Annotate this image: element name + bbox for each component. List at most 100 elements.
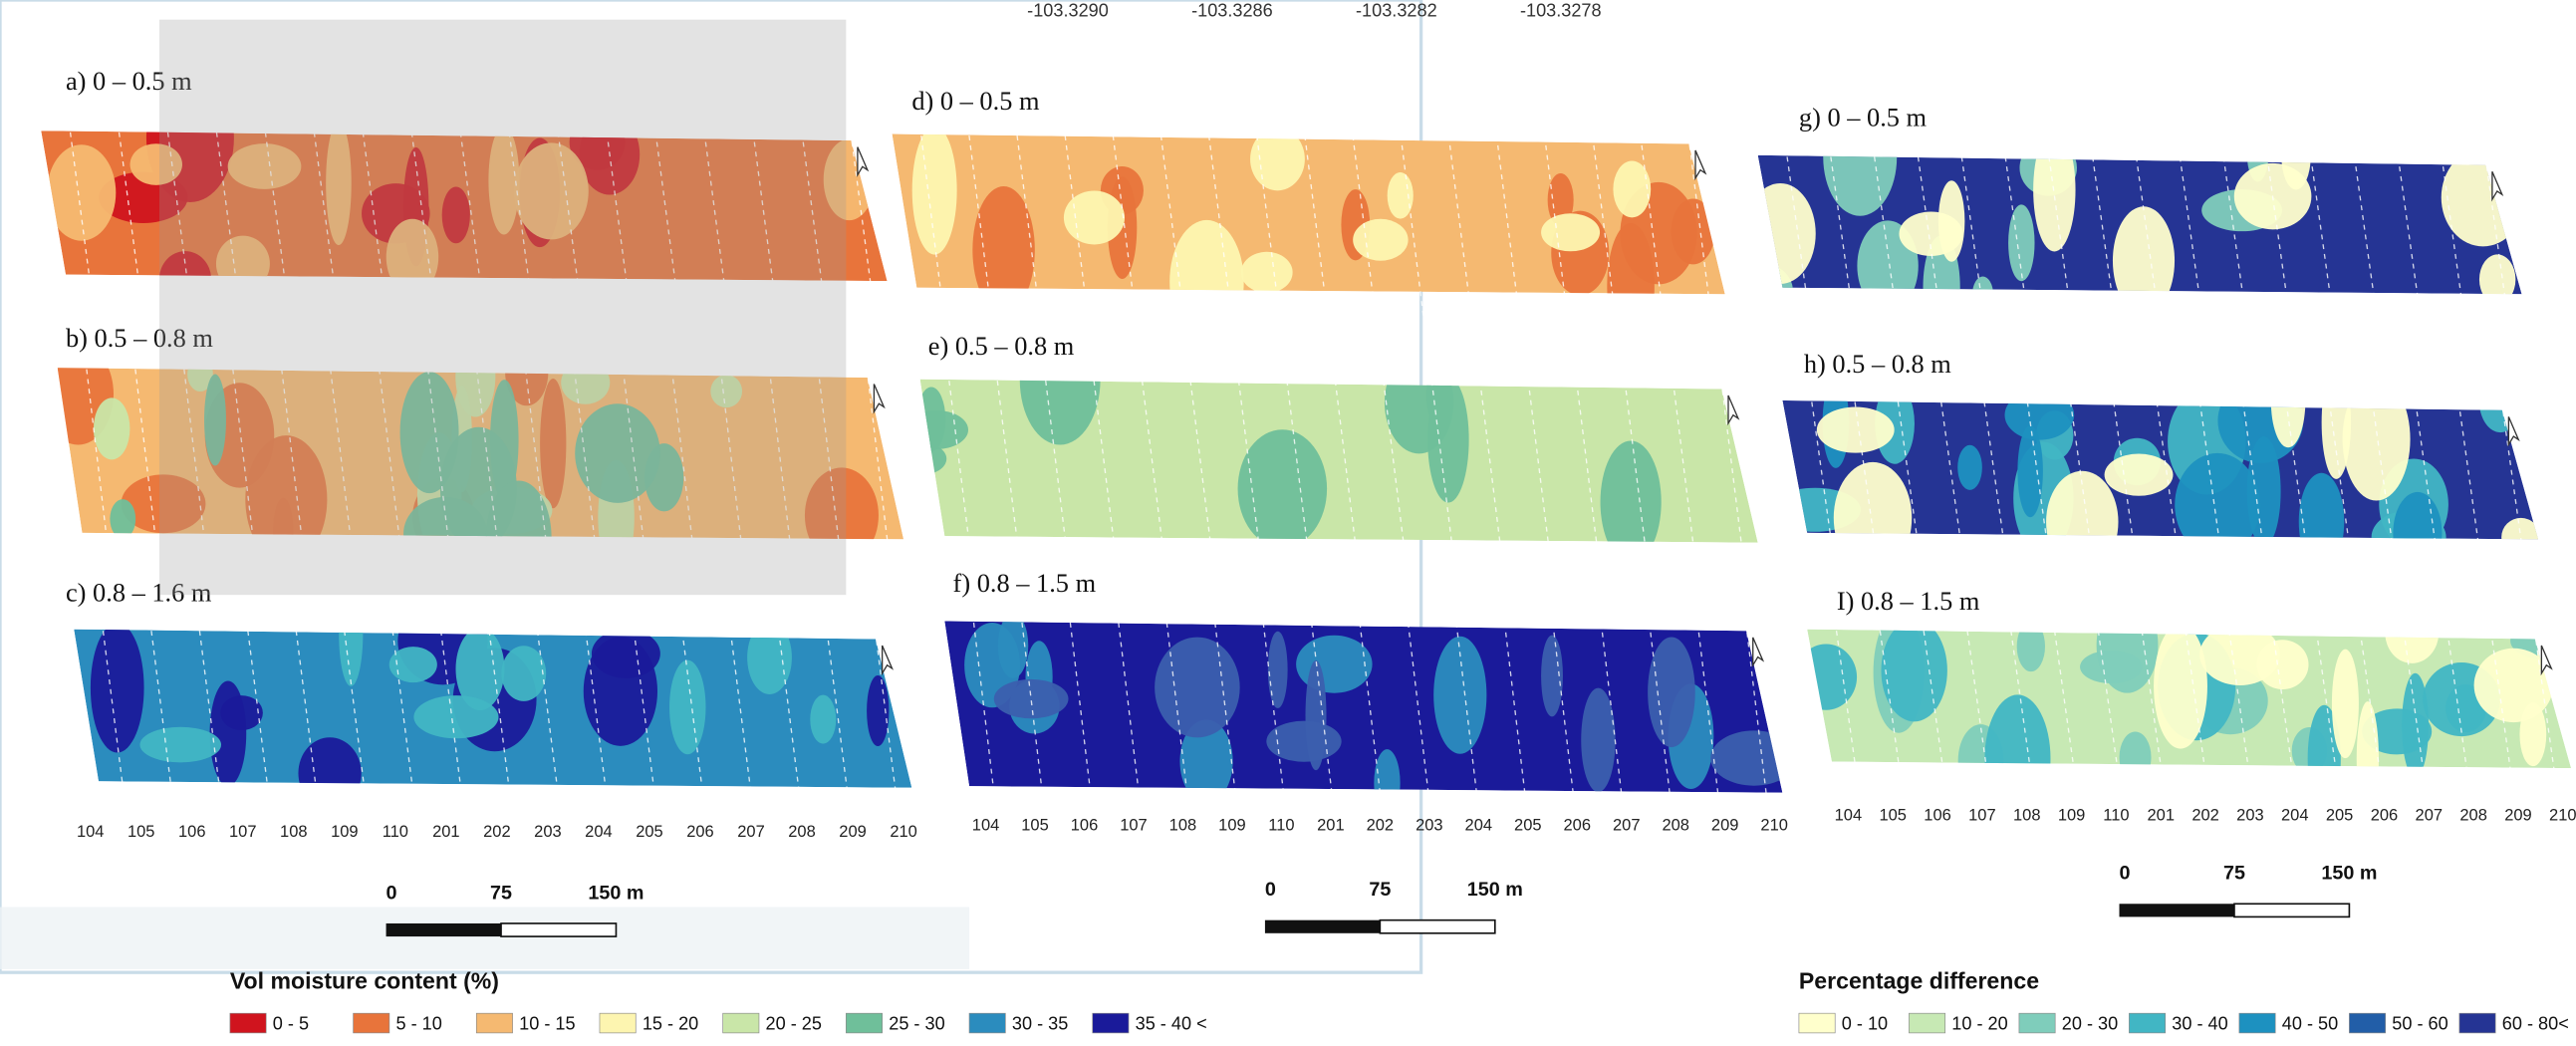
legend-label: 10 - 20 [1951, 1014, 2007, 1034]
legend-label: 10 - 15 [519, 1014, 575, 1034]
line-label: 106 [178, 823, 206, 841]
legend-swatch [2459, 1013, 2495, 1033]
scale-label: 150 m [2321, 863, 2377, 885]
line-label: 108 [2013, 807, 2041, 825]
legend-swatch [2019, 1013, 2055, 1033]
legend-label: 50 - 60 [2392, 1014, 2447, 1034]
legend-swatch [354, 1013, 389, 1033]
map-patch [1745, 183, 1816, 284]
scale-bar-light [501, 923, 616, 936]
map-patch [2175, 453, 2260, 557]
line-label: 201 [432, 823, 460, 841]
map-patch [994, 679, 1069, 718]
coordinate-label: -103.3290 [1027, 0, 1109, 20]
line-label: 109 [331, 823, 359, 841]
map-patch [2271, 354, 2306, 447]
map-patch [1817, 407, 1895, 453]
map-patch [1672, 199, 1715, 265]
figure: -103.3290-103.3286-103.3282-103.3278a) 0… [0, 0, 2576, 1046]
line-label: 105 [1021, 816, 1049, 834]
line-label: 105 [128, 823, 155, 841]
line-label: 210 [1760, 816, 1788, 834]
scale-bar-light [1380, 920, 1494, 933]
legend-swatch [600, 1013, 636, 1033]
map-patch [2332, 650, 2359, 758]
map-patch [1984, 694, 2050, 822]
line-label: 202 [483, 823, 511, 841]
legend-swatch [230, 1013, 266, 1033]
coordinate-label: -103.3286 [1191, 0, 1273, 20]
legend-label: 0 - 10 [1842, 1014, 1888, 1034]
line-label: 207 [2416, 807, 2444, 825]
map-panel [893, 127, 1725, 349]
line-label: 207 [1613, 816, 1641, 834]
panel-label: f) 0.8 – 1.5 m [953, 569, 1097, 598]
map-patch [110, 499, 135, 539]
map-patch [1710, 730, 1797, 785]
map-patch [810, 695, 836, 744]
map-patch [2017, 622, 2045, 671]
map-patch [2105, 454, 2174, 496]
line-label: 208 [1662, 816, 1689, 834]
legend-label: 30 - 35 [1012, 1014, 1068, 1034]
panel-label: h) 0.5 – 0.8 m [1804, 350, 1951, 379]
map-patch [2442, 148, 2525, 246]
legend-swatch [1909, 1013, 1944, 1033]
map-patch [2479, 369, 2522, 432]
line-label: 201 [1317, 816, 1345, 834]
photo-overlay [159, 20, 846, 596]
line-label: 108 [280, 823, 308, 841]
scale-label: 75 [490, 882, 512, 904]
line-label: 106 [1924, 807, 1951, 825]
scale-bar-dark [2120, 904, 2234, 916]
map-patch [2017, 425, 2042, 517]
north-arrow [858, 147, 868, 175]
line-label: 203 [2236, 807, 2264, 825]
legend-swatch [969, 1013, 1005, 1033]
line-label: 206 [686, 823, 714, 841]
legend-label: 15 - 20 [643, 1014, 698, 1034]
panel-label: d) 0 – 0.5 m [911, 87, 1040, 116]
map-patch [592, 629, 660, 677]
legend-label: 30 - 40 [2172, 1014, 2227, 1034]
line-label: 110 [1268, 816, 1294, 834]
line-label: 108 [1169, 816, 1197, 834]
legend-swatch [846, 1013, 882, 1033]
map-patch [1241, 252, 1293, 293]
map-patch [501, 646, 546, 701]
line-label: 206 [2371, 807, 2399, 825]
scale-bar-dark [1265, 920, 1380, 933]
line-label: 106 [1071, 816, 1099, 834]
legend-title: Percentage difference [1799, 968, 2039, 994]
legend-title: Vol moisture content (%) [230, 968, 499, 994]
map-patch [47, 144, 116, 240]
map-patch [2113, 206, 2175, 315]
line-label: 109 [1218, 816, 1246, 834]
line-label: 203 [534, 823, 562, 841]
line-label: 104 [1835, 807, 1863, 825]
map-patch [1250, 128, 1305, 190]
map-patch [1648, 637, 1695, 747]
map-patch [210, 680, 247, 786]
map-patch [94, 397, 130, 459]
map-patch [2120, 731, 2152, 782]
line-label: 209 [1711, 816, 1739, 834]
north-arrow [2541, 646, 2551, 673]
map-patch [2357, 701, 2379, 816]
line-label: 110 [2103, 807, 2129, 825]
map-patch [2046, 471, 2118, 573]
legend-label: 5 - 10 [395, 1014, 441, 1034]
map-patch [91, 623, 144, 752]
north-arrow [883, 646, 893, 673]
legend-swatch [1093, 1013, 1129, 1033]
legend-swatch [476, 1013, 512, 1033]
line-label: 204 [2281, 807, 2309, 825]
map-patch [917, 387, 946, 451]
line-label: 210 [2549, 807, 2576, 825]
scale-label: 150 m [1467, 879, 1523, 901]
line-label: 202 [2191, 807, 2219, 825]
scale-bar-dark [386, 923, 501, 936]
line-label: 109 [2058, 807, 2086, 825]
map-patch [1541, 213, 1600, 251]
line-label: 110 [383, 823, 408, 841]
